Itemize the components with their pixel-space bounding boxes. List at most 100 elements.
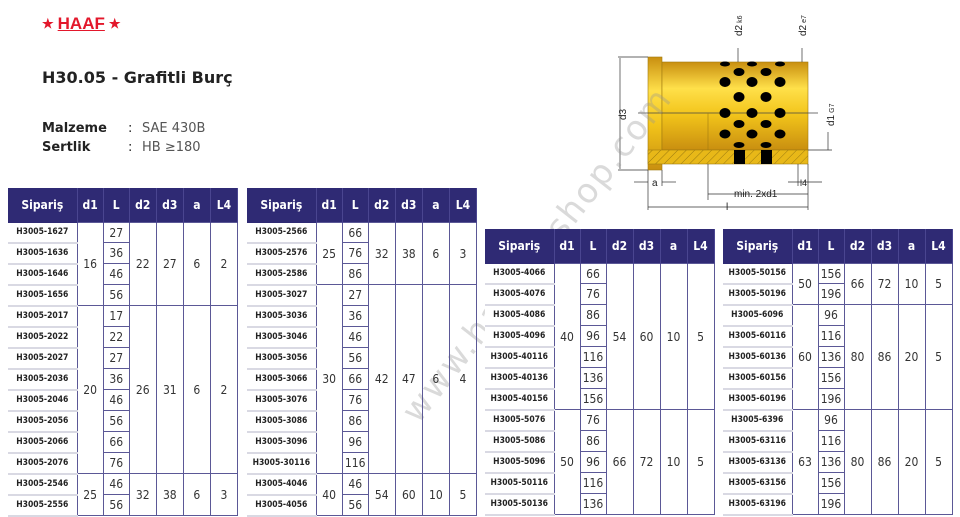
column-header: L (342, 188, 369, 223)
table-row: H3005-4066 40 66 54 60 10 5 (485, 263, 715, 410)
a-value: 10 (659, 409, 688, 515)
l4-value: 4 (448, 284, 478, 474)
spec-value: SAE 430B (142, 121, 206, 136)
table-row: H3005-6096 60 96 80 86 20 5 (723, 304, 953, 410)
order-code: H3005-50136 (485, 493, 555, 516)
d1-value: 30 (315, 284, 343, 474)
table-row: H3005-2046 46 (8, 389, 238, 412)
column-header: a (898, 229, 926, 264)
order-code: H3005-6396 (723, 409, 793, 432)
column-header: a (660, 229, 688, 264)
l4-value: 5 (686, 409, 715, 515)
table-row: H3005-2027 27 (8, 347, 238, 370)
order-code: H3005-3076 (247, 389, 317, 412)
column-header: Sipariş (8, 188, 78, 223)
d2-value: 42 (367, 284, 396, 474)
l4-value: 3 (209, 473, 239, 516)
length-value: 36 (102, 242, 130, 264)
length-value: 196 (817, 493, 845, 515)
d3-value: 47 (394, 284, 423, 474)
bushing-diagram: d2k6 d2e7 d3 d1G7 a l4 min. 2xd1 l (618, 15, 837, 213)
table-row: H3005-2576 76 (247, 242, 477, 265)
order-code: H3005-5086 (485, 430, 555, 453)
l4-value: 2 (209, 222, 239, 306)
order-code: H3005-4076 (485, 283, 555, 306)
length-value: 96 (579, 451, 607, 473)
l4-value: 3 (448, 222, 478, 285)
l4-value: 5 (924, 263, 953, 305)
length-value: 46 (102, 263, 130, 285)
spec-hardness: Sertlik : HB ≥180 (42, 138, 205, 157)
column-header: a (183, 188, 211, 223)
a-value: 10 (659, 263, 688, 410)
column-header: L4 (210, 188, 239, 223)
table-row: H3005-2017 20 17 26 31 6 2 (8, 305, 239, 474)
table-row: H3005-3027 30 27 42 47 6 4 (247, 284, 478, 474)
label-d3: d3 (618, 108, 629, 120)
page-title: H30.05 - Grafitli Burç (42, 68, 233, 87)
column-header: L (818, 229, 845, 264)
d3-value: 72 (870, 263, 899, 305)
length-value: 116 (817, 325, 845, 347)
d1-value: 63 (791, 409, 819, 515)
length-value: 56 (341, 494, 369, 516)
order-code: H3005-4086 (485, 304, 555, 327)
a-value: 10 (421, 473, 450, 516)
order-code: H3005-2046 (8, 389, 78, 412)
order-code: H3005-3046 (247, 326, 317, 349)
bushing-body (661, 61, 809, 151)
length-value: 46 (102, 473, 130, 495)
label-d2-e7: d2e7 (798, 15, 809, 36)
order-code: H3005-60136 (723, 346, 793, 369)
column-header: Sipariş (247, 188, 317, 223)
d3-value: 86 (870, 304, 899, 410)
order-code: H3005-2556 (8, 494, 78, 517)
table-row: H3005-4046 40 46 54 60 10 5 (247, 473, 478, 516)
order-code: H3005-3086 (247, 410, 317, 433)
table-row: H3005-50136 136 (485, 493, 714, 516)
table-row: H3005-1656 56 (8, 284, 238, 307)
d1-value: 50 (791, 263, 819, 305)
brand-name: HAAF (57, 14, 105, 33)
table-row: H3005-50116 116 (485, 472, 714, 495)
table-row: H3005-4056 56 (247, 494, 477, 517)
order-code: H3005-2036 (8, 368, 78, 391)
table-row: H3005-2056 56 (8, 410, 238, 433)
brand-logo: ★ HAAF ★ (42, 14, 121, 34)
table-row: H3005-3056 56 (247, 347, 477, 370)
d3-value: 31 (155, 305, 184, 474)
order-code: H3005-63156 (723, 472, 793, 495)
table-row: H3005-63136 136 (723, 451, 952, 474)
table-row: H3005-63196 196 (723, 493, 952, 516)
length-value: 17 (102, 305, 130, 327)
d2-value: 32 (128, 473, 157, 516)
order-code: H3005-6096 (723, 304, 793, 327)
table-row: H3005-3036 36 (247, 305, 477, 328)
length-value: 76 (341, 242, 369, 264)
order-code: H3005-63136 (723, 451, 793, 474)
column-header: a (422, 188, 450, 223)
table-row: H3005-60116 116 (723, 325, 952, 348)
order-code: H3005-4046 (247, 473, 317, 496)
column-header: d3 (395, 188, 423, 223)
table-row: H3005-3076 76 (247, 389, 477, 412)
length-value: 27 (341, 284, 369, 306)
column-header: L4 (687, 229, 715, 264)
length-value: 96 (817, 304, 845, 326)
order-code: H3005-3036 (247, 305, 317, 328)
order-code: H3005-40116 (485, 346, 555, 369)
order-code: H3005-63196 (723, 493, 793, 516)
graphite-plugs (719, 61, 786, 164)
table-row: H3005-50156 50 156 66 72 10 5 (723, 263, 953, 305)
order-code: H3005-2546 (8, 473, 78, 496)
column-header: Sipariş (485, 229, 555, 264)
order-code: H3005-2586 (247, 263, 317, 286)
length-value: 156 (579, 388, 607, 410)
order-code: H3005-5096 (485, 451, 555, 474)
d1-value: 16 (76, 222, 104, 306)
order-code: H3005-3027 (247, 284, 317, 307)
length-value: 136 (817, 451, 845, 473)
length-value: 136 (579, 367, 607, 389)
